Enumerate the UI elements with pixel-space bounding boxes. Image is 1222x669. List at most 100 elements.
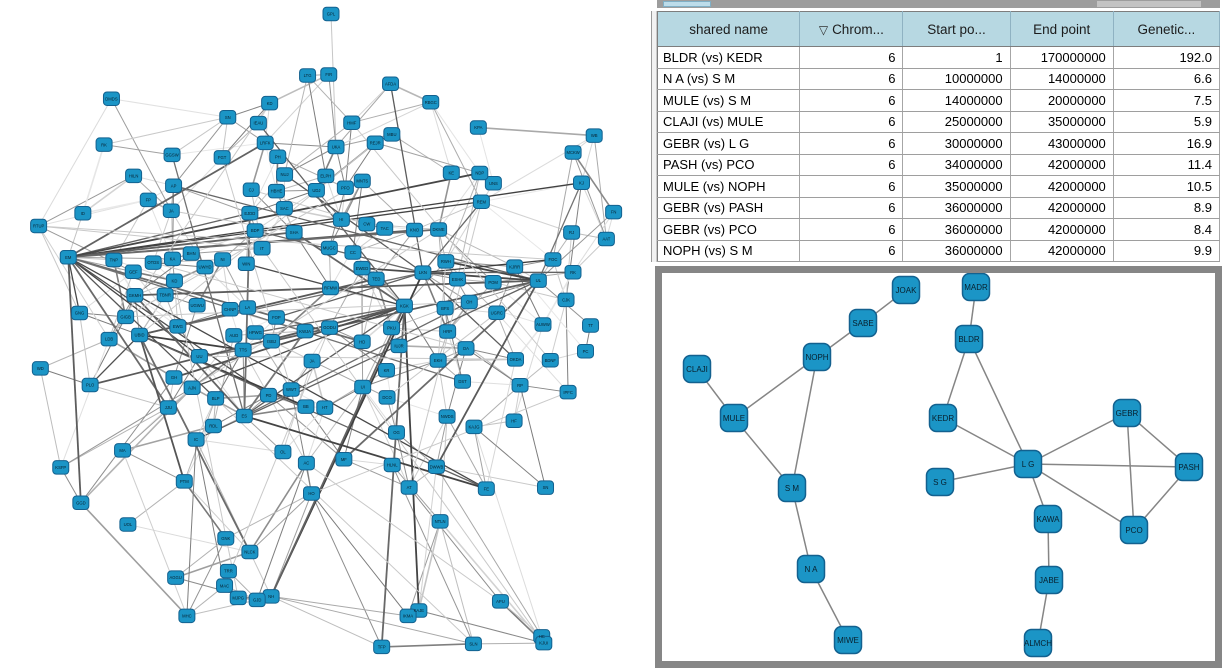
network-edge[interactable]	[244, 405, 307, 417]
network-edge[interactable]	[82, 175, 135, 214]
network-edge[interactable]	[199, 355, 245, 417]
network-edge[interactable]	[593, 135, 607, 240]
network-edge[interactable]	[132, 271, 179, 327]
network-edge[interactable]	[572, 152, 607, 240]
network-edge[interactable]	[519, 385, 546, 488]
network-edge[interactable]	[351, 122, 551, 361]
network-edge[interactable]	[186, 439, 197, 616]
network-edge[interactable]	[264, 74, 330, 144]
network-node[interactable]	[296, 323, 314, 339]
network-edge[interactable]	[191, 305, 405, 389]
network-edge[interactable]	[80, 502, 188, 617]
network-edge[interactable]	[173, 185, 539, 282]
network-node-N A[interactable]	[796, 554, 826, 584]
cell-value[interactable]: 6	[799, 46, 904, 69]
network-node[interactable]	[125, 168, 143, 184]
network-edge-BLDR-L G[interactable]	[968, 338, 1029, 465]
network-node[interactable]	[276, 167, 294, 182]
cell-shared-name[interactable]: BLDR (vs) KEDR	[657, 46, 801, 69]
network-edge-NOPH-MULE[interactable]	[733, 356, 818, 419]
network-edge[interactable]	[422, 272, 516, 360]
filter-icon[interactable]: ▽	[818, 22, 829, 37]
column-header-0[interactable]: shared name	[657, 11, 801, 47]
network-edge[interactable]	[473, 384, 521, 428]
network-node[interactable]	[188, 298, 206, 313]
network-edge[interactable]	[335, 101, 431, 148]
network-edge[interactable]	[438, 229, 494, 283]
network-edge[interactable]	[113, 259, 175, 282]
network-node[interactable]	[131, 327, 149, 343]
network-edge[interactable]	[391, 307, 446, 329]
network-node[interactable]	[321, 320, 339, 335]
network-node[interactable]	[471, 165, 489, 181]
network-node[interactable]	[343, 115, 361, 130]
network-node[interactable]	[237, 256, 255, 271]
network-edge[interactable]	[196, 259, 224, 306]
network-node[interactable]	[269, 149, 287, 164]
network-edge[interactable]	[265, 142, 337, 148]
network-node[interactable]	[457, 341, 475, 356]
cell-value[interactable]: 11.4	[1113, 154, 1221, 176]
column-header-4[interactable]: Genetic...	[1113, 11, 1221, 47]
network-node[interactable]	[535, 635, 553, 651]
cell-value[interactable]: 20000000	[1010, 89, 1114, 112]
network-node[interactable]	[165, 178, 183, 193]
network-edge[interactable]	[250, 142, 266, 191]
cell-value[interactable]: 6	[799, 218, 904, 241]
network-edge[interactable]	[244, 301, 470, 417]
network-node-MADR[interactable]	[961, 273, 991, 302]
network-node-MULE[interactable]	[719, 403, 749, 433]
network-edge[interactable]	[473, 426, 487, 489]
network-edge[interactable]	[418, 466, 437, 611]
network-edge[interactable]	[462, 380, 521, 386]
network-edge[interactable]	[79, 312, 140, 336]
network-node[interactable]	[156, 287, 174, 303]
network-node[interactable]	[163, 251, 181, 267]
network-node[interactable]	[511, 377, 529, 393]
network-edge[interactable]	[127, 523, 251, 553]
network-node[interactable]	[260, 387, 278, 403]
network-edge[interactable]	[175, 537, 227, 578]
network-edge-L G-PCO[interactable]	[1027, 463, 1135, 531]
network-node[interactable]	[275, 200, 293, 216]
network-edge-L G-GEBR[interactable]	[1027, 412, 1128, 465]
network-node[interactable]	[163, 147, 181, 163]
network-node[interactable]	[95, 137, 113, 152]
network-edge[interactable]	[386, 396, 448, 418]
network-edge[interactable]	[438, 229, 515, 268]
network-edge[interactable]	[199, 355, 516, 360]
table-row[interactable]: NOPH (vs) S M 6 36000000 42000000 9.9	[657, 240, 1221, 262]
network-edge-GEBR-PCO[interactable]	[1126, 412, 1135, 531]
cell-value[interactable]: 35000000	[1010, 111, 1114, 133]
network-edge[interactable]	[276, 271, 424, 319]
network-edge[interactable]	[344, 142, 376, 189]
network-node[interactable]	[190, 348, 208, 364]
network-node-KEDR[interactable]	[928, 403, 958, 433]
network-node[interactable]	[241, 205, 259, 221]
network-edge[interactable]	[167, 355, 200, 408]
network-node[interactable]	[477, 481, 495, 496]
network-node[interactable]	[246, 325, 264, 340]
network-node[interactable]	[400, 480, 418, 495]
network-edge[interactable]	[254, 229, 424, 274]
network-edge[interactable]	[465, 347, 521, 386]
network-node[interactable]	[382, 76, 400, 92]
network-edge[interactable]	[171, 154, 245, 417]
network-node[interactable]	[573, 175, 591, 191]
network-edge[interactable]	[186, 538, 227, 617]
network-edge[interactable]	[152, 210, 172, 263]
network-node[interactable]	[225, 328, 243, 343]
network-edge[interactable]	[171, 116, 229, 156]
network-node[interactable]	[373, 639, 391, 655]
network-node[interactable]	[564, 265, 582, 280]
network-node[interactable]	[537, 480, 555, 495]
network-edge[interactable]	[191, 230, 256, 254]
network-node[interactable]	[162, 203, 180, 218]
network-node[interactable]	[383, 320, 401, 336]
network-node-S G[interactable]	[925, 467, 955, 497]
network-node[interactable]	[387, 425, 405, 440]
network-node[interactable]	[534, 317, 552, 332]
network-node[interactable]	[378, 390, 396, 405]
network-edge[interactable]	[408, 201, 482, 488]
network-node[interactable]	[344, 245, 362, 260]
